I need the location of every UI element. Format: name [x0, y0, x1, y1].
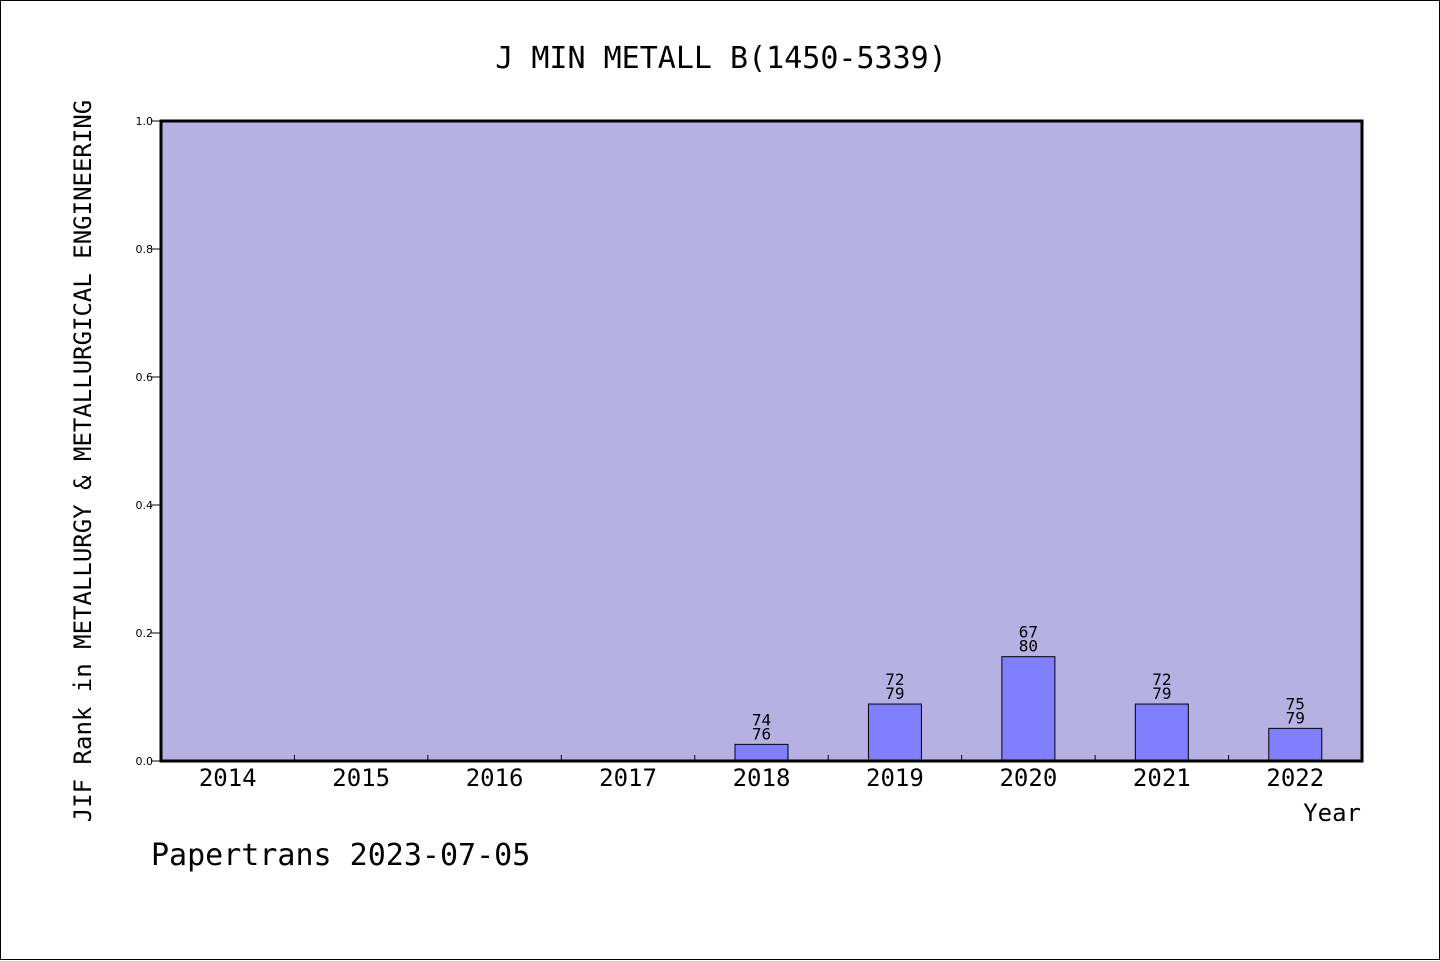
y-tick-label: 0.6	[136, 371, 154, 384]
x-tick-label: 2016	[466, 764, 524, 792]
bar-2019	[867, 703, 922, 762]
bar-label-top: 67	[1019, 623, 1038, 642]
x-tick-label: 2015	[332, 764, 390, 792]
y-tick-label: 1.0	[136, 115, 154, 128]
bar-label-top: 72	[885, 670, 904, 689]
x-tick-label: 2014	[199, 764, 257, 792]
y-tick-label: 0.8	[136, 243, 154, 256]
x-tick-label: 2017	[599, 764, 657, 792]
x-tick-label: 2021	[1133, 764, 1191, 792]
bar-label-top: 74	[752, 710, 771, 729]
y-axis-label: JIF Rank in METALLURGY & METALLURGICAL E…	[69, 100, 97, 822]
y-tick-label: 0.4	[136, 499, 154, 512]
bar-label-bottom: 76	[752, 724, 771, 743]
x-tick-label: 2019	[866, 764, 924, 792]
y-tick-label: 0.0	[136, 755, 154, 768]
x-tick-label: 2018	[733, 764, 791, 792]
bar-2021	[1134, 703, 1189, 762]
y-tick-label: 0.2	[136, 627, 154, 640]
bar-label-bottom: 79	[1286, 708, 1305, 727]
bar-2018	[734, 743, 789, 762]
bar-label-bottom: 79	[1152, 684, 1171, 703]
x-axis-label: Year	[1303, 799, 1361, 827]
bar-label-bottom: 79	[885, 684, 904, 703]
plot-area	[161, 121, 1362, 761]
bar-label-bottom: 80	[1019, 637, 1038, 656]
chart-title: J MIN METALL B(1450-5339)	[495, 41, 947, 76]
x-tick-label: 2022	[1266, 764, 1324, 792]
bar-2022	[1268, 727, 1323, 762]
bar-label-top: 75	[1286, 694, 1305, 713]
plot-frame	[159, 119, 1364, 763]
bar-label-top: 72	[1152, 670, 1171, 689]
bar-2020	[1001, 656, 1056, 762]
axis-ticks: 0.0 0.2 0.4 0.6 0.8 1.0 2014 2015 2016 2017 2018 20…	[136, 115, 1325, 792]
x-tick-label: 2020	[999, 764, 1057, 792]
footer-text: Papertrans 2023-07-05	[151, 838, 530, 873]
